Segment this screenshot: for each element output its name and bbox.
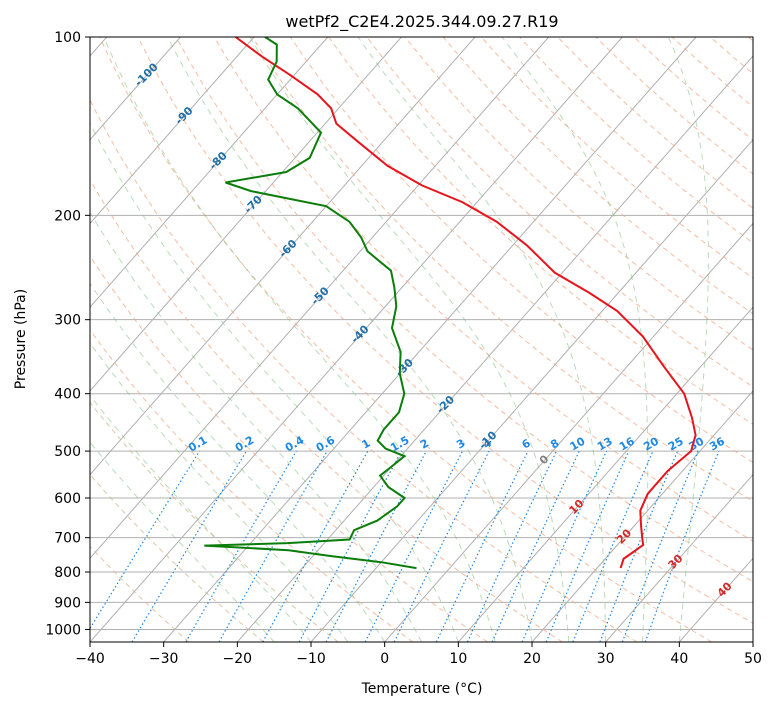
mixing-ratio-line	[218, 450, 328, 642]
y-tick-label: 900	[54, 595, 81, 611]
y-tick-label: 200	[54, 208, 81, 224]
moist-adiabat	[90, 211, 422, 642]
dry-adiabat	[404, 37, 753, 351]
dry-adiabat	[90, 473, 264, 642]
y-tick-label: 100	[54, 30, 81, 46]
moist-adiabat	[90, 122, 459, 642]
x-tick-label: −10	[296, 651, 326, 667]
isotherm-line	[90, 37, 402, 392]
x-tick-label: 10	[449, 651, 467, 667]
dry-adiabat	[90, 178, 563, 642]
isotherm-line	[90, 37, 476, 476]
isotherm-line	[605, 473, 753, 642]
x-tick-label: 20	[523, 651, 541, 667]
y-axis-label: Pressure (hPa)	[13, 289, 29, 389]
mixing-ratio-line	[393, 450, 490, 642]
sounding-series	[204, 37, 697, 570]
mixing-ratio-line	[298, 450, 403, 642]
moist-adiabat	[249, 37, 570, 642]
isotherm-line	[163, 37, 697, 642]
mixing-ratio-line	[545, 450, 630, 642]
mixing-ratio-line	[599, 450, 679, 642]
axis-ticks: −40 −30 −20 −10 0 10 20 30 40 50 100 200 300 400 500 60…	[45, 30, 762, 667]
x-tick-label: 40	[670, 651, 688, 667]
mixing-ratio-line	[364, 450, 464, 642]
plot-frame	[89, 36, 754, 643]
y-tick-label: 500	[54, 444, 81, 460]
dry-adiabat	[213, 37, 753, 542]
x-axis-label: Temperature (°C)	[361, 681, 483, 697]
isotherm-line	[457, 306, 753, 642]
dry-adiabat	[137, 37, 753, 624]
moist-adiabat	[357, 37, 607, 642]
isotherm-line	[310, 138, 753, 642]
isotherm-line	[90, 37, 255, 225]
y-tick-label: 1000	[45, 622, 81, 638]
temperature-line	[235, 37, 697, 569]
isotherm-line	[90, 37, 181, 141]
moist-adiabat	[90, 394, 312, 642]
moist-adiabat	[103, 37, 496, 642]
dry-adiabat	[90, 98, 638, 642]
background-lines	[90, 37, 753, 642]
mixing-ratio-line	[644, 450, 720, 642]
dry-adiabat	[90, 401, 339, 642]
mixing-ratio-line	[621, 450, 699, 642]
isotherm-line	[384, 222, 753, 642]
x-tick-label: 0	[380, 651, 389, 667]
mixing-ratio-line	[262, 450, 369, 642]
isotherm-line	[90, 37, 623, 642]
y-tick-label: 700	[54, 531, 81, 547]
dewpoint-line	[204, 37, 417, 570]
x-tick-label: −20	[223, 651, 253, 667]
isotherm-line	[531, 390, 753, 642]
x-tick-label: 30	[597, 651, 615, 667]
x-tick-label: 50	[744, 651, 762, 667]
dry-adiabat	[328, 37, 753, 425]
dry-adiabat	[175, 37, 753, 583]
mixing-ratio-line	[90, 450, 201, 630]
y-tick-label: 800	[54, 565, 81, 581]
moist-adiabat	[501, 37, 649, 642]
y-tick-label: 600	[54, 491, 81, 507]
mixing-ratio-line	[521, 450, 608, 642]
isotherm-line	[90, 37, 329, 308]
isotherm-line	[90, 37, 550, 560]
dry-adiabat	[442, 37, 753, 315]
y-tick-label: 400	[54, 387, 81, 403]
moist-adiabat	[90, 282, 386, 642]
moist-adiabat	[667, 37, 709, 642]
y-tick-label: 300	[54, 313, 81, 329]
moist-adiabat	[90, 441, 275, 642]
x-tick-label: −30	[149, 651, 179, 667]
dry-adiabat	[99, 37, 712, 642]
chart-title: wetPf2_C2E4.2025.344.09.27.R19	[285, 12, 558, 32]
dry-adiabat	[90, 255, 488, 642]
x-tick-label: −40	[75, 651, 105, 667]
mixing-ratio-line	[572, 450, 654, 642]
